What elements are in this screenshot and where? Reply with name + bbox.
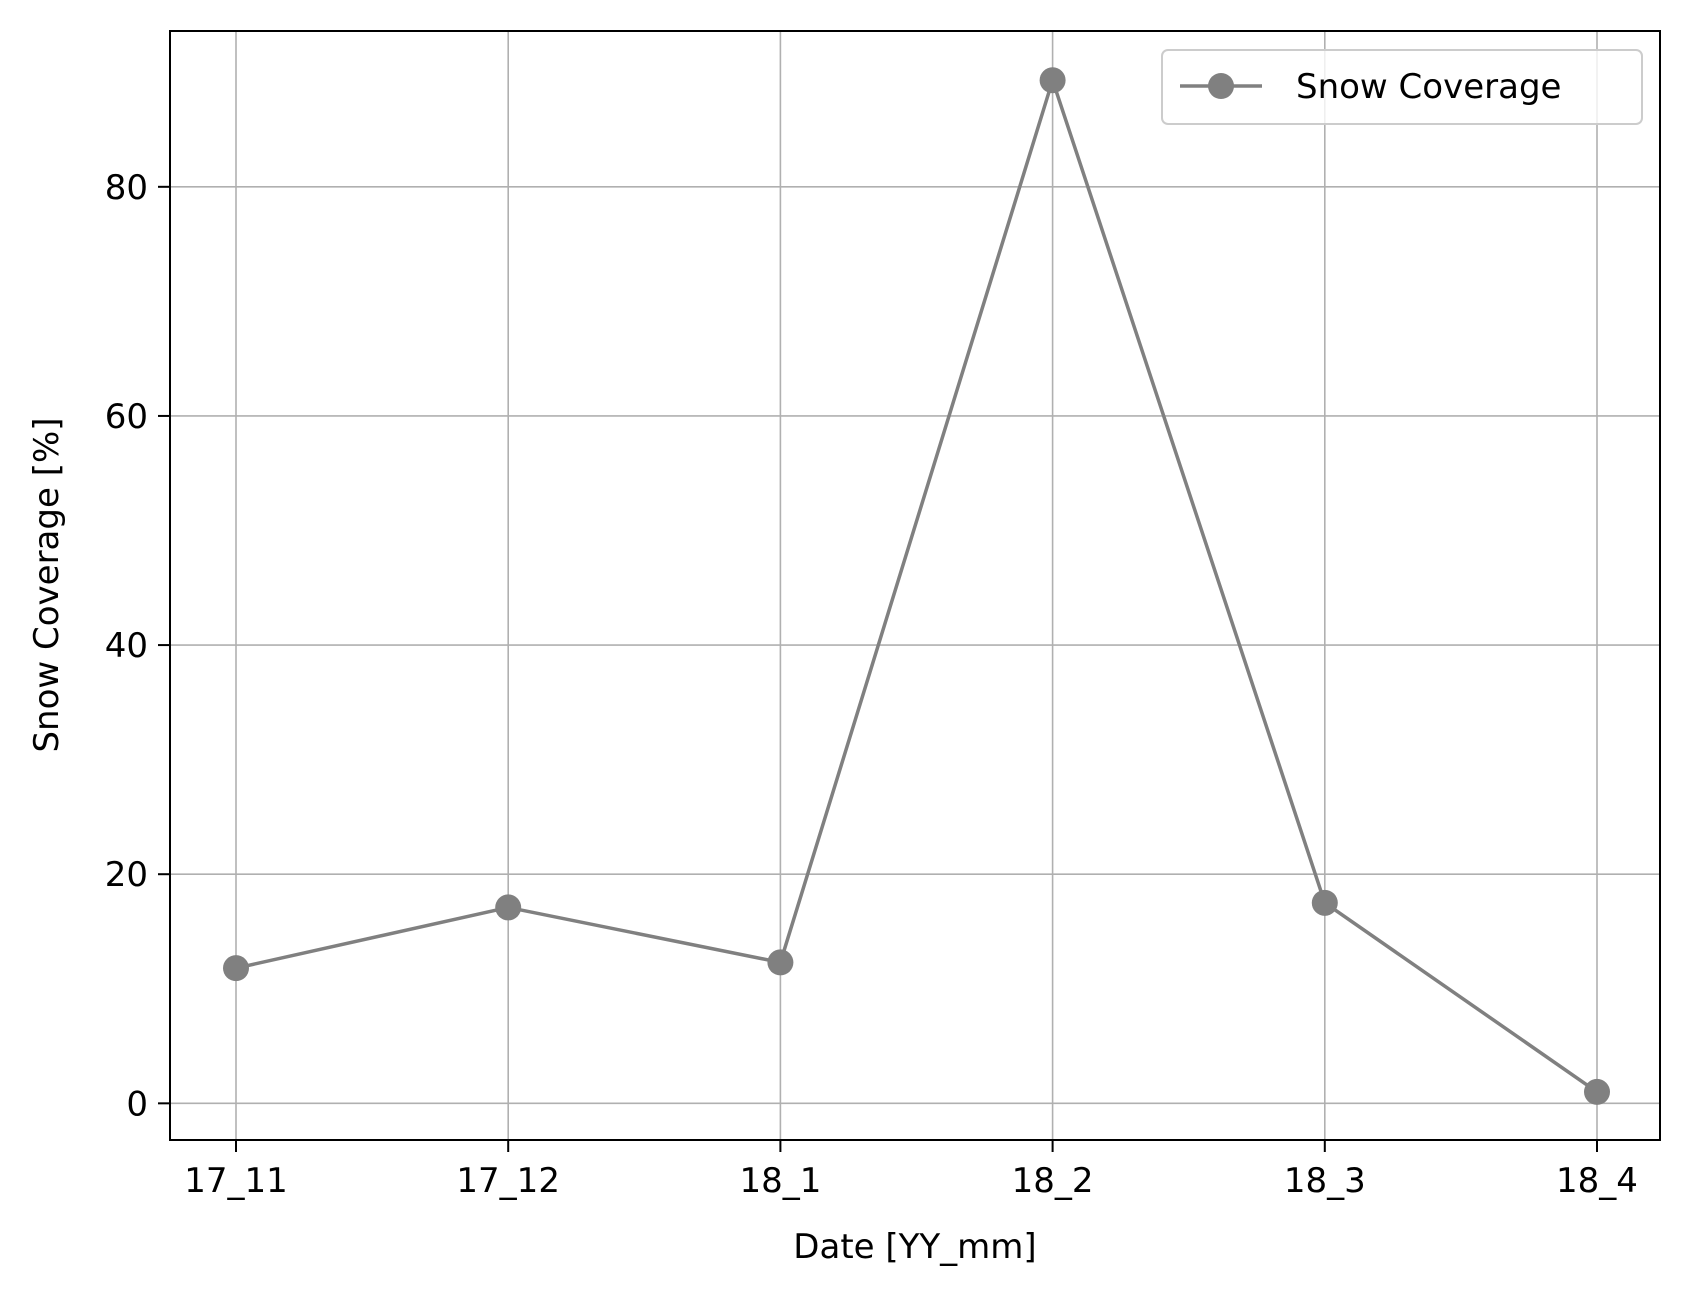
y-axis-label: Snow Coverage [%] xyxy=(27,417,67,752)
x-tick-label: 18_1 xyxy=(739,1161,821,1201)
data-point-18_3 xyxy=(1311,889,1338,916)
data-point-18_2 xyxy=(1039,67,1066,94)
x-tick-label: 17_12 xyxy=(456,1161,560,1201)
x-tick-label: 18_4 xyxy=(1556,1161,1638,1201)
x-axis-label: Date [YY_mm] xyxy=(793,1227,1036,1267)
x-tick-label: 18_2 xyxy=(1012,1161,1094,1201)
data-point-18_4 xyxy=(1584,1078,1610,1105)
data-point-17_11 xyxy=(223,955,249,982)
grid xyxy=(170,31,1660,1140)
series-line-snow-coverage xyxy=(235,78,1598,1094)
x-tick-label: 18_3 xyxy=(1284,1161,1366,1201)
legend-label-snow-coverage: Snow Coverage xyxy=(1296,67,1561,107)
y-tick-label: 60 xyxy=(105,397,148,437)
legend-marker-swatch xyxy=(1208,73,1234,99)
legend: Snow Coverage xyxy=(1161,49,1643,125)
x-tick-label: 17_11 xyxy=(184,1161,288,1201)
y-tick-label: 80 xyxy=(105,168,148,208)
y-tick-label: 40 xyxy=(105,626,148,666)
plot-frame xyxy=(169,30,1661,1141)
y-tick-label: 0 xyxy=(126,1084,148,1124)
y-tick-label: 20 xyxy=(105,855,148,895)
axis-ticks: 17_11 17_12 18_1 18_2 18_3 18_4 0 20 40 60 80 xyxy=(105,168,1638,1201)
series-layer xyxy=(223,67,1610,1105)
data-point-18_1 xyxy=(767,949,794,976)
data-point-17_12 xyxy=(495,894,522,921)
legend-box xyxy=(1161,49,1643,125)
